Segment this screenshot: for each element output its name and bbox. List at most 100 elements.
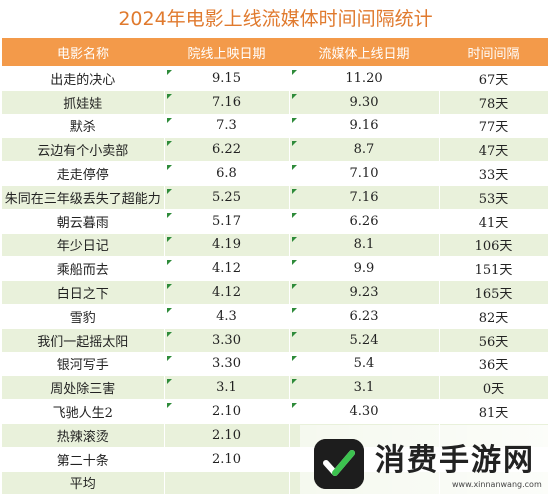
header-interval: 时间间隔 — [439, 38, 548, 67]
table-row: 白日之下 4.12 9.23 165天 — [2, 280, 549, 305]
release-date-cell: 7.16 — [164, 90, 290, 115]
interval-cell: 106天 — [439, 233, 549, 258]
cell-marker — [291, 236, 297, 242]
interval-cell: 77天 — [439, 114, 549, 139]
movie-name-cell: 雪豹 — [2, 304, 165, 329]
cell-marker — [166, 188, 172, 194]
cell-marker — [291, 403, 297, 409]
stream-date-cell: 9.30 — [289, 90, 440, 115]
cell-marker — [166, 331, 172, 337]
movie-name-cell: 朝云暮雨 — [2, 209, 165, 234]
stream-date-cell: 4.30 — [289, 399, 440, 424]
table-row: 朱同在三年级丢失了超能力 5.25 7.16 53天 — [2, 185, 549, 210]
table-row: 我们一起摇太阳 3.30 5.24 56天 — [2, 328, 549, 353]
release-date-cell — [164, 471, 290, 496]
cell-marker — [166, 212, 172, 218]
table-row: 年少日记 4.19 8.1 106天 — [2, 233, 549, 258]
movie-name-cell: 周处除三害 — [2, 375, 165, 401]
interval-cell: 165天 — [439, 280, 549, 305]
movie-name-cell: 飞驰人生2 — [2, 399, 165, 424]
table-row: 云边有个小卖部 6.22 8.7 47天 — [2, 137, 549, 163]
cell-marker — [291, 117, 297, 123]
cell-marker — [291, 307, 297, 313]
cell-marker — [291, 141, 297, 147]
interval-cell: 151天 — [439, 256, 549, 282]
movie-name-cell: 抓娃娃 — [2, 90, 165, 115]
table-row: 周处除三害 3.1 3.1 0天 — [2, 375, 549, 401]
release-date-cell: 4.12 — [164, 280, 290, 305]
interval-cell: 41天 — [439, 209, 549, 234]
header-stream-date: 流媒体上线日期 — [289, 38, 439, 67]
movie-name-cell: 云边有个小卖部 — [2, 137, 165, 163]
interval-cell: 47天 — [439, 137, 549, 163]
stream-date-cell: 6.23 — [289, 304, 440, 329]
cell-marker — [166, 379, 172, 385]
stream-date-cell: 11.20 — [289, 66, 440, 91]
watermark: 消费手游网 www.xinnanwang.com — [300, 425, 551, 500]
cell-marker — [166, 260, 172, 266]
table-row: 出走的决心 9.15 11.20 67天 — [2, 66, 549, 91]
stream-date-cell: 7.16 — [289, 185, 440, 210]
page-title: 2024年电影上线流媒体时间间隔统计 — [118, 8, 433, 30]
interval-cell: 56天 — [439, 328, 549, 353]
table-row: 朝云暮雨 5.17 6.26 41天 — [2, 209, 549, 234]
cell-marker — [291, 355, 297, 361]
header-release-date: 院线上映日期 — [164, 38, 289, 67]
movie-name-cell: 走走停停 — [2, 161, 165, 186]
interval-cell: 0天 — [439, 375, 549, 401]
interval-cell: 78天 — [439, 90, 549, 115]
cell-marker — [166, 355, 172, 361]
stream-date-cell: 9.16 — [289, 114, 440, 139]
stream-date-cell: 9.23 — [289, 280, 440, 305]
movie-name-cell: 银河写手 — [2, 352, 165, 377]
release-date-cell: 3.30 — [164, 352, 290, 377]
release-date-cell: 7.3 — [164, 114, 290, 139]
interval-cell: 36天 — [439, 352, 549, 377]
release-date-cell: 6.22 — [164, 137, 290, 163]
interval-cell: 33天 — [439, 161, 549, 186]
release-date-cell: 3.30 — [164, 328, 290, 353]
interval-cell: 81天 — [439, 399, 549, 424]
cell-marker — [166, 403, 172, 409]
cell-marker — [291, 93, 297, 99]
cell-marker — [166, 236, 172, 242]
stream-date-cell: 5.24 — [289, 328, 440, 353]
release-date-cell: 5.17 — [164, 209, 290, 234]
cell-marker — [166, 93, 172, 99]
stream-date-cell: 6.26 — [289, 209, 440, 234]
stream-date-cell: 8.1 — [289, 233, 440, 258]
cell-marker — [166, 284, 172, 290]
movie-name-cell: 白日之下 — [2, 280, 165, 305]
stream-date-cell: 8.7 — [289, 137, 440, 163]
table-row: 乘船而去 4.12 9.9 151天 — [2, 256, 549, 282]
cell-marker — [291, 165, 297, 171]
release-date-cell: 9.15 — [164, 66, 290, 91]
cell-marker — [291, 379, 297, 385]
movie-name-cell: 朱同在三年级丢失了超能力 — [2, 185, 165, 210]
movie-name-cell: 平均 — [2, 471, 165, 496]
cell-marker — [291, 188, 297, 194]
release-date-cell: 4.3 — [164, 304, 290, 329]
watermark-logo-icon — [314, 439, 364, 489]
table-row: 银河写手 3.30 5.4 36天 — [2, 352, 549, 377]
table-row: 默杀 7.3 9.16 77天 — [2, 114, 549, 139]
cell-marker — [166, 117, 172, 123]
cell-marker — [166, 307, 172, 313]
release-date-cell: 6.8 — [164, 161, 290, 186]
watermark-text: 消费手游网 — [375, 443, 535, 478]
movie-name-cell: 热辣滚烫 — [2, 423, 165, 448]
movie-name-cell: 乘船而去 — [2, 256, 165, 282]
movie-name-cell: 年少日记 — [2, 233, 165, 258]
movie-name-cell: 第二十条 — [2, 447, 165, 472]
stream-date-cell: 3.1 — [289, 375, 440, 401]
movie-name-cell: 我们一起摇太阳 — [2, 328, 165, 353]
cell-marker — [166, 165, 172, 171]
interval-cell: 67天 — [439, 66, 549, 91]
stream-date-cell: 9.9 — [289, 256, 440, 282]
release-date-cell: 2.10 — [164, 399, 290, 424]
stream-date-cell: 5.4 — [289, 352, 440, 377]
cell-marker — [291, 70, 297, 75]
release-date-cell: 3.1 — [164, 375, 290, 401]
table-row: 抓娃娃 7.16 9.30 78天 — [2, 90, 549, 115]
cell-marker — [291, 331, 297, 337]
